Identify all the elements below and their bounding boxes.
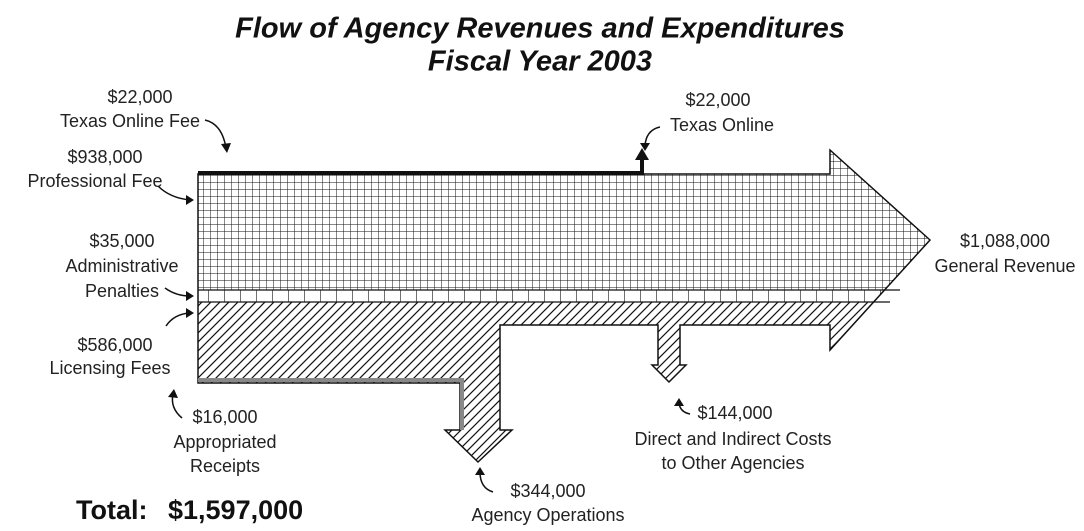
amount: $1,088,000 xyxy=(960,231,1050,251)
label: General Revenue xyxy=(934,256,1075,276)
amount: $35,000 xyxy=(89,231,154,251)
flow-arrow xyxy=(197,148,931,463)
label: Texas Online xyxy=(670,115,774,135)
label: Professional Fee xyxy=(27,171,162,191)
amount: $144,000 xyxy=(697,403,772,423)
title: Flow of Agency Revenues and Expenditures xyxy=(235,13,845,45)
amount: $586,000 xyxy=(77,335,152,355)
label: Texas Online Fee xyxy=(60,111,200,131)
pointers xyxy=(157,119,691,493)
amount: $938,000 xyxy=(67,147,142,167)
total-label: Total: xyxy=(76,495,147,525)
label: Administrative xyxy=(65,256,178,276)
label: Appropriated xyxy=(173,432,276,452)
amount: $344,000 xyxy=(510,481,585,501)
total-amount: $1,597,000 xyxy=(168,495,303,525)
label: Direct and Indirect Costs xyxy=(634,429,831,449)
label: Agency Operations xyxy=(471,505,624,525)
label: Licensing Fees xyxy=(49,358,170,378)
label: Penalties xyxy=(85,281,159,301)
amount: $22,000 xyxy=(107,87,172,107)
title: Fiscal Year 2003 xyxy=(428,46,652,78)
amount: $16,000 xyxy=(192,407,257,427)
label: to Other Agencies xyxy=(661,453,804,473)
label: Receipts xyxy=(190,456,260,476)
amount: $22,000 xyxy=(685,90,750,110)
